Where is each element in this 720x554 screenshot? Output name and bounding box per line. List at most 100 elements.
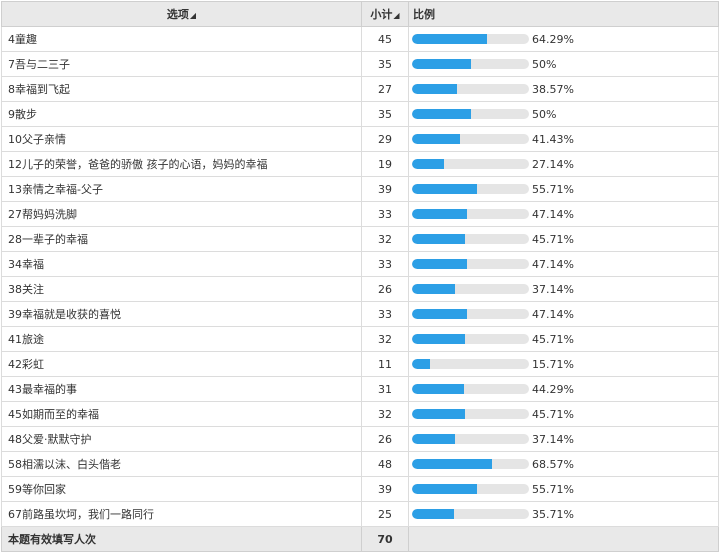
progress-bar-fill	[412, 209, 468, 220]
progress-bar-fill	[412, 434, 456, 445]
table-row: 4童趣 45 64.29%	[1, 26, 719, 52]
table-row: 45如期而至的幸福 32 45.71%	[1, 401, 719, 427]
percent-label: 47.14%	[532, 257, 574, 271]
percent-label: 35.71%	[532, 507, 574, 521]
table-row: 38关注 26 37.14%	[1, 276, 719, 302]
ratio-cell: 44.29%	[408, 376, 719, 402]
progress-bar-track	[412, 259, 529, 270]
percent-label: 45.71%	[532, 407, 574, 421]
percent-label: 45.71%	[532, 232, 574, 246]
count-cell: 32	[361, 326, 409, 352]
progress-bar-track	[412, 159, 529, 170]
table-row: 43最幸福的事 31 44.29%	[1, 376, 719, 402]
progress-bar-track	[412, 84, 529, 95]
percent-label: 47.14%	[532, 307, 574, 321]
option-cell: 42彩虹	[1, 351, 362, 377]
count-cell: 33	[361, 201, 409, 227]
progress-bar-fill	[412, 409, 466, 420]
percent-label: 37.14%	[532, 282, 574, 296]
ratio-cell: 47.14%	[408, 201, 719, 227]
count-header-label: 小计	[370, 8, 393, 21]
table-row: 41旅途 32 45.71%	[1, 326, 719, 352]
progress-bar-track	[412, 109, 529, 120]
progress-bar-fill	[412, 59, 471, 70]
count-cell: 32	[361, 401, 409, 427]
percent-label: 15.71%	[532, 357, 574, 371]
table-row: 27帮妈妈洗脚 33 47.14%	[1, 201, 719, 227]
option-column-header[interactable]: 选项◢	[1, 1, 362, 27]
table-row: 8幸福到飞起 27 38.57%	[1, 76, 719, 102]
option-cell: 13亲情之幸福-父子	[1, 176, 362, 202]
progress-bar-track	[412, 459, 529, 470]
count-cell: 29	[361, 126, 409, 152]
rows-body: 4童趣 45 64.29% 7吾与二三子 35 50% 8幸福到飞起 27 38.57% 9散步 3…	[1, 26, 719, 527]
table-row: 28一辈子的幸福 32 45.71%	[1, 226, 719, 252]
option-cell: 8幸福到飞起	[1, 76, 362, 102]
progress-bar-track	[412, 434, 529, 445]
ratio-cell: 47.14%	[408, 301, 719, 327]
sort-icon[interactable]: ◢	[189, 11, 197, 20]
percent-label: 37.14%	[532, 432, 574, 446]
progress-bar-fill	[412, 134, 461, 145]
option-cell: 12儿子的荣誉，爸爸的骄傲 孩子的心语，妈妈的幸福	[1, 151, 362, 177]
option-cell: 59等你回家	[1, 476, 362, 502]
footer-empty-cell	[408, 526, 719, 552]
percent-label: 27.14%	[532, 157, 574, 171]
count-cell: 19	[361, 151, 409, 177]
table-row: 67前路虽坎坷，我们一路同行 25 35.71%	[1, 501, 719, 527]
option-cell: 34幸福	[1, 251, 362, 277]
ratio-cell: 35.71%	[408, 501, 719, 527]
count-cell: 35	[361, 101, 409, 127]
ratio-cell: 45.71%	[408, 326, 719, 352]
percent-label: 68.57%	[532, 457, 574, 471]
footer-row: 本题有效填写人次 70	[1, 526, 719, 552]
progress-bar-track	[412, 34, 529, 45]
progress-bar-fill	[412, 459, 493, 470]
option-cell: 48父爱·默默守护	[1, 426, 362, 452]
option-cell: 58相濡以沫、白头偕老	[1, 451, 362, 477]
progress-bar-fill	[412, 384, 464, 395]
percent-label: 45.71%	[532, 332, 574, 346]
ratio-cell: 55.71%	[408, 176, 719, 202]
sort-icon[interactable]: ◢	[393, 11, 400, 20]
table-row: 39幸福就是收获的喜悦 33 47.14%	[1, 301, 719, 327]
ratio-cell: 55.71%	[408, 476, 719, 502]
table-row: 42彩虹 11 15.71%	[1, 351, 719, 377]
ratio-cell: 50%	[408, 51, 719, 77]
progress-bar-fill	[412, 84, 458, 95]
count-cell: 27	[361, 76, 409, 102]
ratio-cell: 45.71%	[408, 401, 719, 427]
ratio-cell: 64.29%	[408, 26, 719, 52]
option-cell: 9散步	[1, 101, 362, 127]
option-cell: 39幸福就是收获的喜悦	[1, 301, 362, 327]
option-cell: 10父子亲情	[1, 126, 362, 152]
option-cell: 67前路虽坎坷，我们一路同行	[1, 501, 362, 527]
option-cell: 41旅途	[1, 326, 362, 352]
progress-bar-fill	[412, 334, 466, 345]
option-cell: 4童趣	[1, 26, 362, 52]
percent-label: 55.71%	[532, 482, 574, 496]
percent-label: 50%	[532, 107, 557, 121]
progress-bar-track	[412, 384, 529, 395]
progress-bar-track	[412, 59, 529, 70]
count-cell: 33	[361, 251, 409, 277]
progress-bar-fill	[412, 284, 456, 295]
count-cell: 26	[361, 426, 409, 452]
table-row: 13亲情之幸福-父子 39 55.71%	[1, 176, 719, 202]
count-cell: 48	[361, 451, 409, 477]
count-cell: 25	[361, 501, 409, 527]
count-column-header[interactable]: 小计◢	[361, 1, 409, 27]
ratio-cell: 45.71%	[408, 226, 719, 252]
ratio-cell: 68.57%	[408, 451, 719, 477]
table-row: 12儿子的荣誉，爸爸的骄傲 孩子的心语，妈妈的幸福 19 27.14%	[1, 151, 719, 177]
option-cell: 28一辈子的幸福	[1, 226, 362, 252]
ratio-cell: 15.71%	[408, 351, 719, 377]
count-cell: 32	[361, 226, 409, 252]
option-cell: 38关注	[1, 276, 362, 302]
ratio-cell: 50%	[408, 101, 719, 127]
percent-label: 50%	[532, 57, 557, 71]
progress-bar-track	[412, 359, 529, 370]
ratio-cell: 41.43%	[408, 126, 719, 152]
progress-bar-fill	[412, 509, 454, 520]
